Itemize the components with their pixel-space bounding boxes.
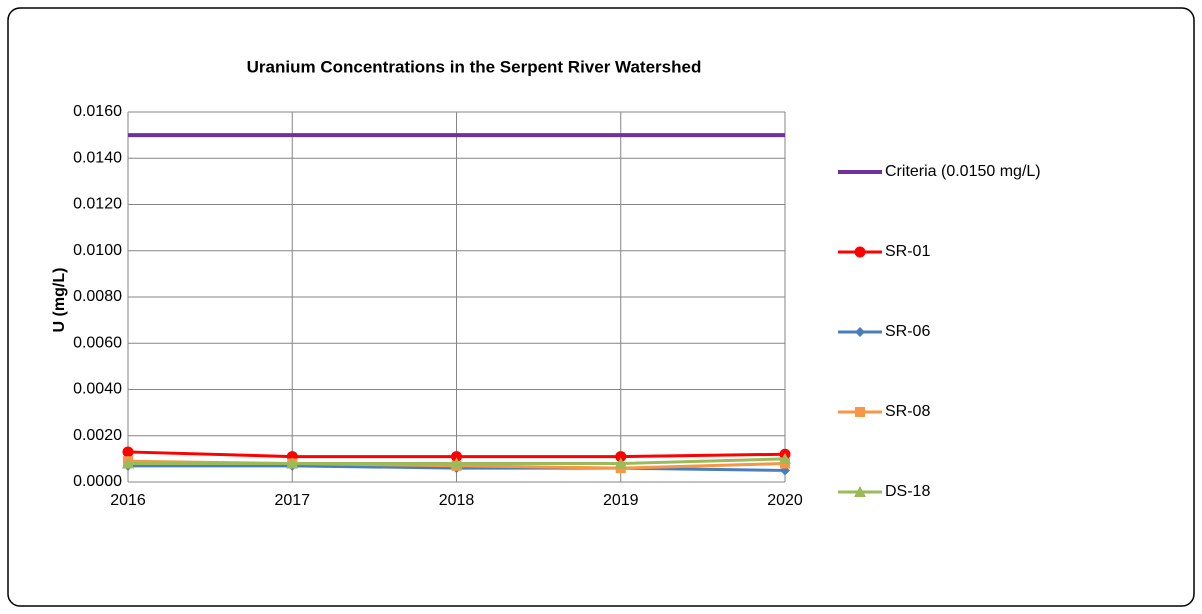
legend-label: SR-01	[885, 243, 930, 260]
marker	[450, 457, 463, 469]
marker	[122, 457, 134, 469]
x-tick-label: 2019	[603, 492, 639, 509]
y-axis-label: U (mg/L)	[51, 268, 68, 333]
legend-label: Criteria (0.0150 mg/L)	[885, 163, 1041, 180]
y-tick-label: 0.0160	[73, 103, 122, 120]
x-tick-label: 2020	[767, 492, 803, 509]
legend-marker	[855, 327, 865, 337]
y-tick-label: 0.0040	[73, 381, 122, 398]
x-tick-label: 2017	[274, 492, 310, 509]
x-tick-label: 2018	[439, 492, 475, 509]
x-tick-label: 2016	[110, 492, 146, 509]
marker	[779, 452, 791, 464]
legend-label: SR-08	[885, 403, 930, 420]
y-tick-label: 0.0100	[73, 242, 122, 259]
legend-marker	[855, 407, 865, 417]
legend-marker	[854, 246, 866, 258]
y-tick-label: 0.0080	[73, 288, 122, 305]
y-tick-label: 0.0020	[73, 427, 122, 444]
marker	[451, 451, 462, 463]
marker	[614, 457, 627, 469]
chart-frame	[7, 7, 1195, 607]
y-tick-label: 0.0060	[73, 334, 122, 351]
y-tick-label: 0.0000	[73, 473, 122, 490]
chart-title: Uranium Concentrations in the Serpent Ri…	[247, 57, 702, 76]
marker	[615, 451, 627, 463]
marker	[122, 446, 134, 458]
marker	[286, 457, 299, 469]
legend-marker	[854, 486, 866, 497]
y-tick-label: 0.0140	[73, 149, 122, 166]
legend-label: SR-06	[885, 323, 930, 340]
y-tick-label: 0.0120	[73, 196, 122, 213]
legend-label: DS-18	[885, 483, 930, 500]
